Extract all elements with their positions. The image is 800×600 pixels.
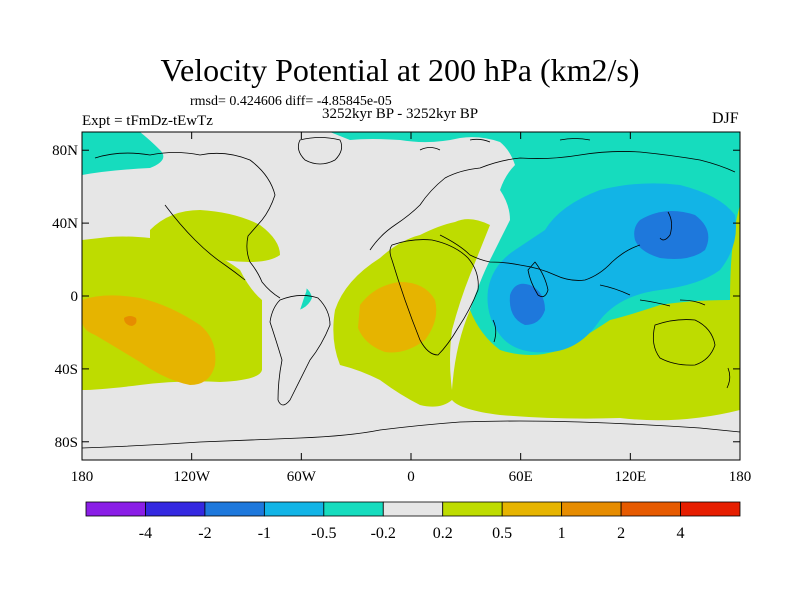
x-tick-label: 60W <box>287 469 317 485</box>
neutral-region-atlantic <box>240 253 307 315</box>
colorbar-swatch <box>442 501 503 517</box>
coastlines <box>82 137 740 449</box>
colorbar-label: 0.5 <box>492 525 512 542</box>
map-axes: 80N 40N 0 40S 80S 180 120W 60W 0 60E 120E 180 <box>52 132 751 485</box>
stats-text: rmsd= 0.424606 diff= -4.85845e-05 <box>190 94 392 109</box>
colorbar-swatch <box>620 501 681 517</box>
colorbar-swatch <box>561 501 622 517</box>
colorbar: -4 -2 -1 -0.5 -0.2 0.2 0.5 1 2 4 <box>85 501 741 542</box>
colorbar-label: 4 <box>677 525 685 542</box>
y-tick-label: 40N <box>52 216 78 232</box>
colorbar-label: -0.2 <box>371 525 396 542</box>
colorbar-swatch <box>382 501 444 517</box>
colorbar-label: -4 <box>139 525 152 542</box>
colorbar-label: 1 <box>558 525 566 542</box>
y-tick-label: 40S <box>55 362 78 378</box>
x-tick-label: 180 <box>729 469 752 485</box>
y-tick-label: 80N <box>52 143 78 159</box>
season-label: DJF <box>712 110 739 127</box>
x-tick-label: 0 <box>407 469 415 485</box>
x-tick-label: 120W <box>173 469 211 485</box>
positive-mid-atlantic <box>358 282 437 353</box>
colorbar-label: 0.2 <box>433 525 453 542</box>
colorbar-swatch <box>204 501 265 517</box>
contour-field <box>82 132 740 460</box>
colorbar-label: 2 <box>617 525 625 542</box>
y-tick-label: 80S <box>55 435 78 451</box>
period-text: 3252kyr BP - 3252kyr BP <box>322 106 479 122</box>
colorbar-label: -2 <box>198 525 211 542</box>
colorbar-swatch <box>263 501 325 517</box>
negative-core-asia <box>634 211 709 259</box>
positive-region-north-america <box>150 210 280 262</box>
map-title: Velocity Potential at 200 hPa (km2/s) <box>160 52 640 88</box>
colorbar-swatch <box>501 501 563 517</box>
y-tick-label: 0 <box>71 289 79 305</box>
colorbar-swatch <box>680 501 741 517</box>
colorbar-label: -0.5 <box>311 525 336 542</box>
x-tick-label: 120E <box>614 469 646 485</box>
experiment-label: Expt = tFmDz-tEwTz <box>82 113 213 129</box>
x-tick-label: 60E <box>509 469 533 485</box>
negative-core-indian-ocean <box>509 283 545 325</box>
positive-mid-pacific <box>82 295 216 385</box>
x-tick-label: 180 <box>71 469 94 485</box>
colorbar-swatch <box>323 501 384 517</box>
colorbar-label: -1 <box>258 525 271 542</box>
positive-core-pacific <box>124 316 137 326</box>
colorbar-swatch <box>145 501 206 517</box>
colorbar-swatch <box>85 501 146 517</box>
